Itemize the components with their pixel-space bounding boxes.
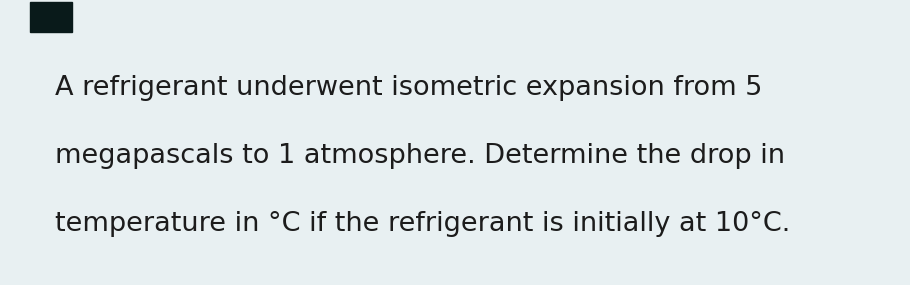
Text: megapascals to 1 atmosphere. Determine the drop in: megapascals to 1 atmosphere. Determine t… [55, 143, 785, 169]
Text: temperature in °C if the refrigerant is initially at 10°C.: temperature in °C if the refrigerant is … [55, 211, 790, 237]
Text: A refrigerant underwent isometric expansion from 5: A refrigerant underwent isometric expans… [55, 75, 763, 101]
Bar [30, 2, 72, 32]
